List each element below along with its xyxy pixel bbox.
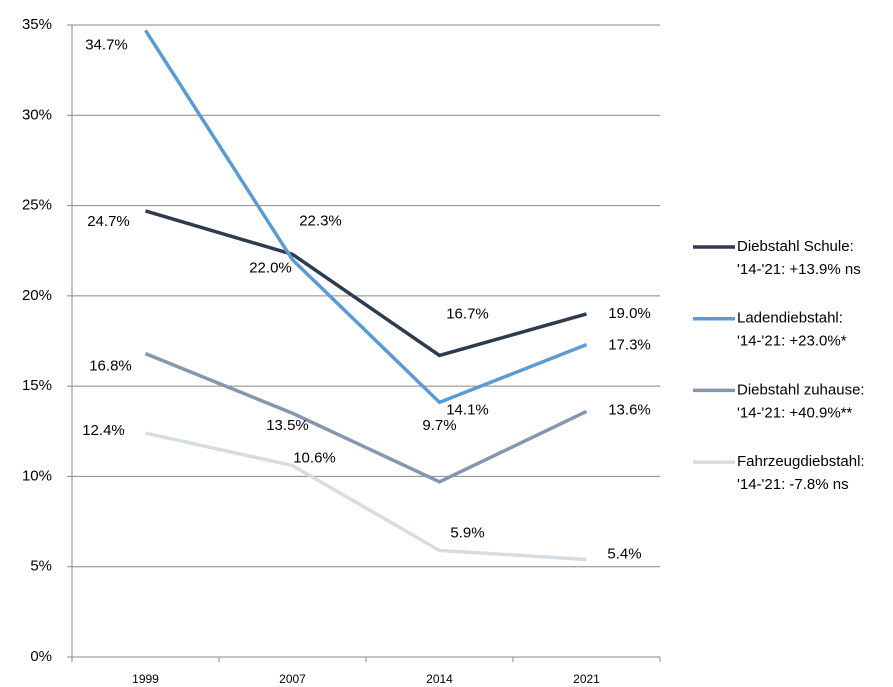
legend-label: Diebstahl Schule: '14-'21: +13.9% ns [737, 238, 861, 278]
data-label: 16.8% [89, 358, 132, 375]
y-tick-label: 20% [22, 287, 52, 304]
y-tick-label: 5% [30, 558, 52, 575]
series-line [145, 431, 587, 562]
data-label: 14.1% [446, 401, 489, 418]
legend-label: Fahrzeugdiebstahl: '14-'21: -7.8% ns [737, 453, 865, 493]
data-label: 5.9% [450, 524, 484, 541]
x-tick-label: 2014 [426, 672, 453, 686]
x-tick-label: 2021 [573, 672, 600, 686]
y-tick-label: 35% [22, 16, 52, 33]
data-label: 9.7% [422, 417, 456, 434]
y-tick-label: 10% [22, 467, 52, 484]
data-label: 22.3% [299, 212, 342, 229]
data-label: 5.4% [607, 545, 641, 562]
y-tick-label: 0% [30, 648, 52, 665]
data-label: 10.6% [293, 450, 336, 467]
y-tick-label: 25% [22, 197, 52, 214]
data-label: 13.5% [266, 417, 309, 434]
x-tick-label: 2007 [279, 672, 306, 686]
data-label: 16.7% [446, 305, 489, 322]
y-tick-label: 30% [22, 106, 52, 123]
series-line [145, 209, 587, 358]
legend-label: Ladendiebstahl: '14-'21: +23.0%* [737, 310, 847, 350]
y-tick-label: 15% [22, 377, 52, 394]
data-label: 17.3% [608, 337, 651, 354]
data-label: 19.0% [608, 305, 651, 322]
x-tick-label: 1999 [132, 672, 159, 686]
data-label: 34.7% [85, 36, 128, 53]
data-label: 13.6% [608, 401, 651, 418]
data-label: 12.4% [82, 422, 125, 439]
data-label: 24.7% [87, 213, 130, 230]
data-label: 22.0% [249, 260, 292, 277]
series-line [144, 29, 588, 405]
series-line [144, 352, 588, 484]
legend-label: Diebstahl zuhause: '14-'21: +40.9%** [737, 381, 865, 421]
